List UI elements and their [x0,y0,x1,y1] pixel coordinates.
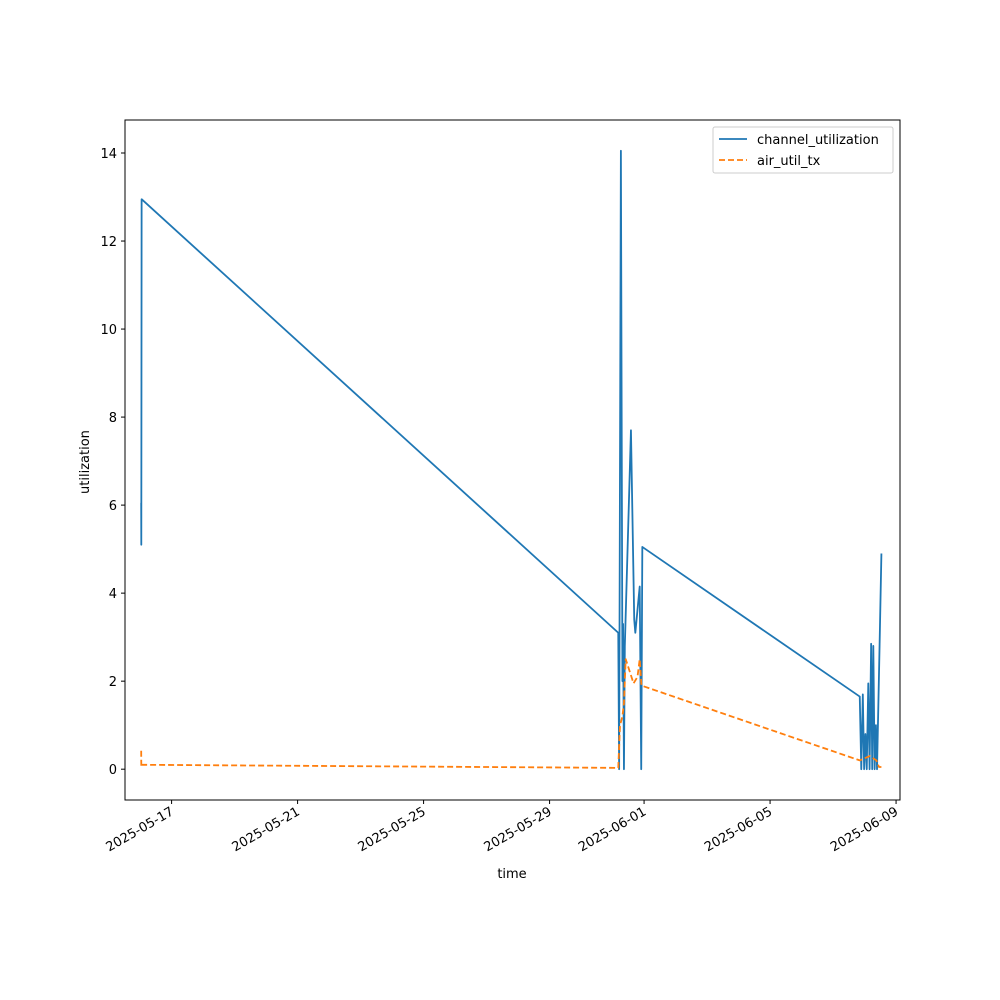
y-tick-label: 12 [100,235,117,250]
x-tick-label: 2025-06-01 [576,804,649,855]
plot-background [125,120,900,800]
series-layer [140,149,883,771]
series-line-channel-utilization [140,149,883,771]
y-tick-label: 8 [109,411,117,426]
y-tick-label: 0 [109,763,117,778]
series-line-air-util-tx [140,658,882,769]
y-axis-label: utilization [78,430,93,494]
x-tick-label: 2025-05-25 [356,804,429,855]
y-tick-label: 6 [109,499,117,514]
legend-box [712,126,894,174]
x-tick-label: 2025-06-09 [828,804,901,855]
y-tick-label: 10 [100,323,117,338]
x-tick-label: 2025-06-05 [702,804,775,855]
legend-label-air-util-tx: air_util_tx [757,154,821,169]
y-tick-label: 14 [100,147,117,162]
legend-label-channel-utilization: channel_utilization [757,133,879,148]
y-tick-label: 2 [109,675,117,690]
y-tick-label: 4 [109,587,117,602]
x-tick-label: 2025-05-21 [230,804,303,855]
plot-frame [124,119,901,801]
legend: channel_utilization air_util_tx [712,126,894,174]
x-axis-label: time [497,867,526,882]
x-tick-label: 2025-05-17 [104,804,177,855]
y-axis: 0 2 4 6 8 10 12 14 [100,147,125,778]
x-tick-label: 2025-05-29 [482,804,555,855]
x-axis: 2025-05-17 2025-05-21 2025-05-25 2025-05-29… [104,800,901,855]
